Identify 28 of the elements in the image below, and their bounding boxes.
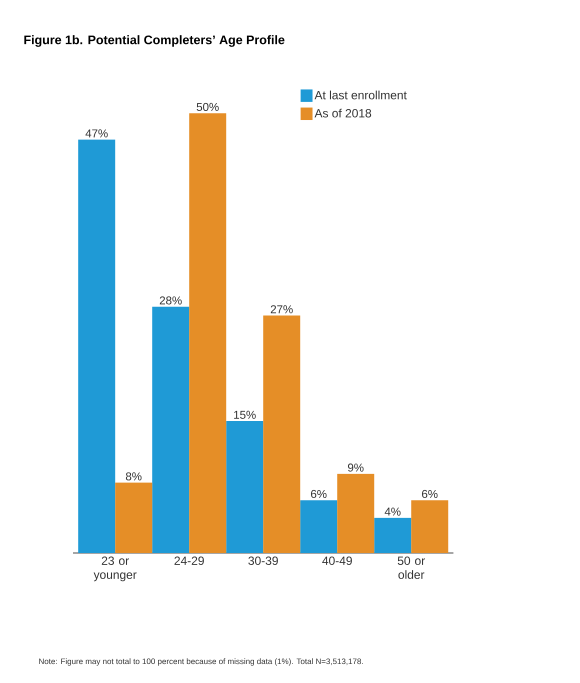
bar xyxy=(411,500,448,553)
bar xyxy=(300,500,338,553)
bar xyxy=(78,140,116,553)
x-tick-label: 23 or younger xyxy=(94,556,137,582)
bar xyxy=(374,518,412,553)
bar xyxy=(263,316,300,553)
bar xyxy=(337,474,374,553)
chart-title: Figure 1b. Potential Completers’ Age Profile xyxy=(24,35,284,47)
data-label: 50% xyxy=(196,102,219,111)
x-tick-label: 24-29 xyxy=(174,556,204,565)
bar xyxy=(115,482,152,553)
legend-label: At last enrollment xyxy=(314,90,407,100)
data-label: 4% xyxy=(384,508,401,516)
bar xyxy=(189,113,226,553)
data-label: 27% xyxy=(270,305,293,314)
data-label: 15% xyxy=(234,410,256,419)
x-tick-label: 40-49 xyxy=(322,556,352,565)
data-label: 47% xyxy=(85,129,108,138)
legend-label: As of 2018 xyxy=(314,108,372,118)
data-label: 28% xyxy=(160,296,182,305)
data-label: 6% xyxy=(422,490,438,498)
data-label: 6% xyxy=(311,490,327,498)
x-tick-label: 50 or older xyxy=(398,556,425,579)
data-label: 8% xyxy=(126,472,142,480)
x-tick-label: 30-39 xyxy=(248,556,278,565)
data-label: 9% xyxy=(348,464,364,472)
bar xyxy=(226,421,264,553)
bar xyxy=(152,306,190,553)
